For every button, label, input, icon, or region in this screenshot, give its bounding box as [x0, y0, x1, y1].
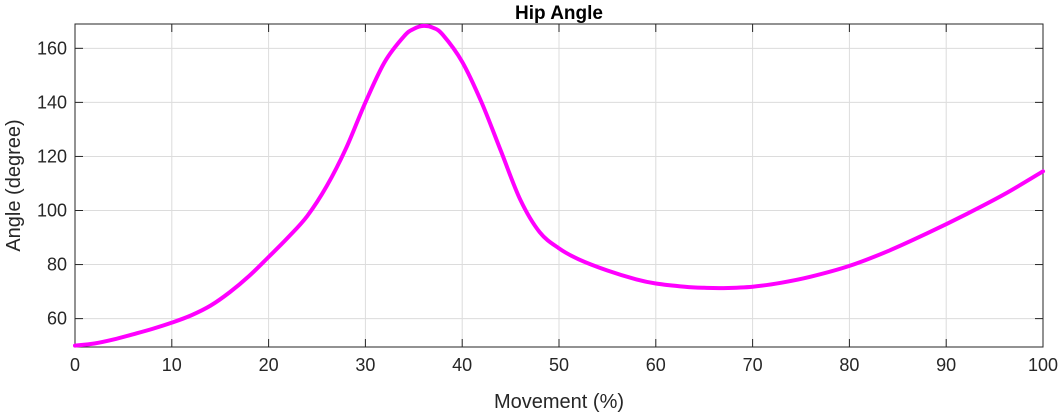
x-tick-label: 100 — [1028, 355, 1058, 375]
x-tick-label: 10 — [162, 355, 182, 375]
y-tick-label: 160 — [37, 38, 67, 58]
y-tick-label: 80 — [47, 255, 67, 275]
hip-angle-line — [73, 23, 1045, 348]
chart-title: Hip Angle — [515, 3, 603, 24]
x-tick-label: 30 — [355, 355, 375, 375]
series-layer — [73, 23, 1045, 348]
x-tick-label: 50 — [549, 355, 569, 375]
y-tick-label: 60 — [47, 309, 67, 329]
x-tick-label: 70 — [743, 355, 763, 375]
x-axis-label: Movement (%) — [494, 391, 624, 413]
x-tick-label: 40 — [452, 355, 472, 375]
grid-lines — [75, 24, 1043, 347]
y-tick-label: 140 — [37, 92, 67, 112]
y-tick-label: 120 — [37, 146, 67, 166]
x-tick-label: 20 — [259, 355, 279, 375]
x-tick-label: 0 — [70, 355, 80, 375]
x-tick-label: 60 — [646, 355, 666, 375]
y-axis-label: Angle (degree) — [3, 119, 25, 251]
axis-ticks: 0 10 20 30 40 50 60 70 80 90 100 60 80 100 120 140 160 — [37, 24, 1058, 375]
x-tick-label: 80 — [839, 355, 859, 375]
x-tick-label: 90 — [936, 355, 956, 375]
y-tick-label: 100 — [37, 201, 67, 221]
